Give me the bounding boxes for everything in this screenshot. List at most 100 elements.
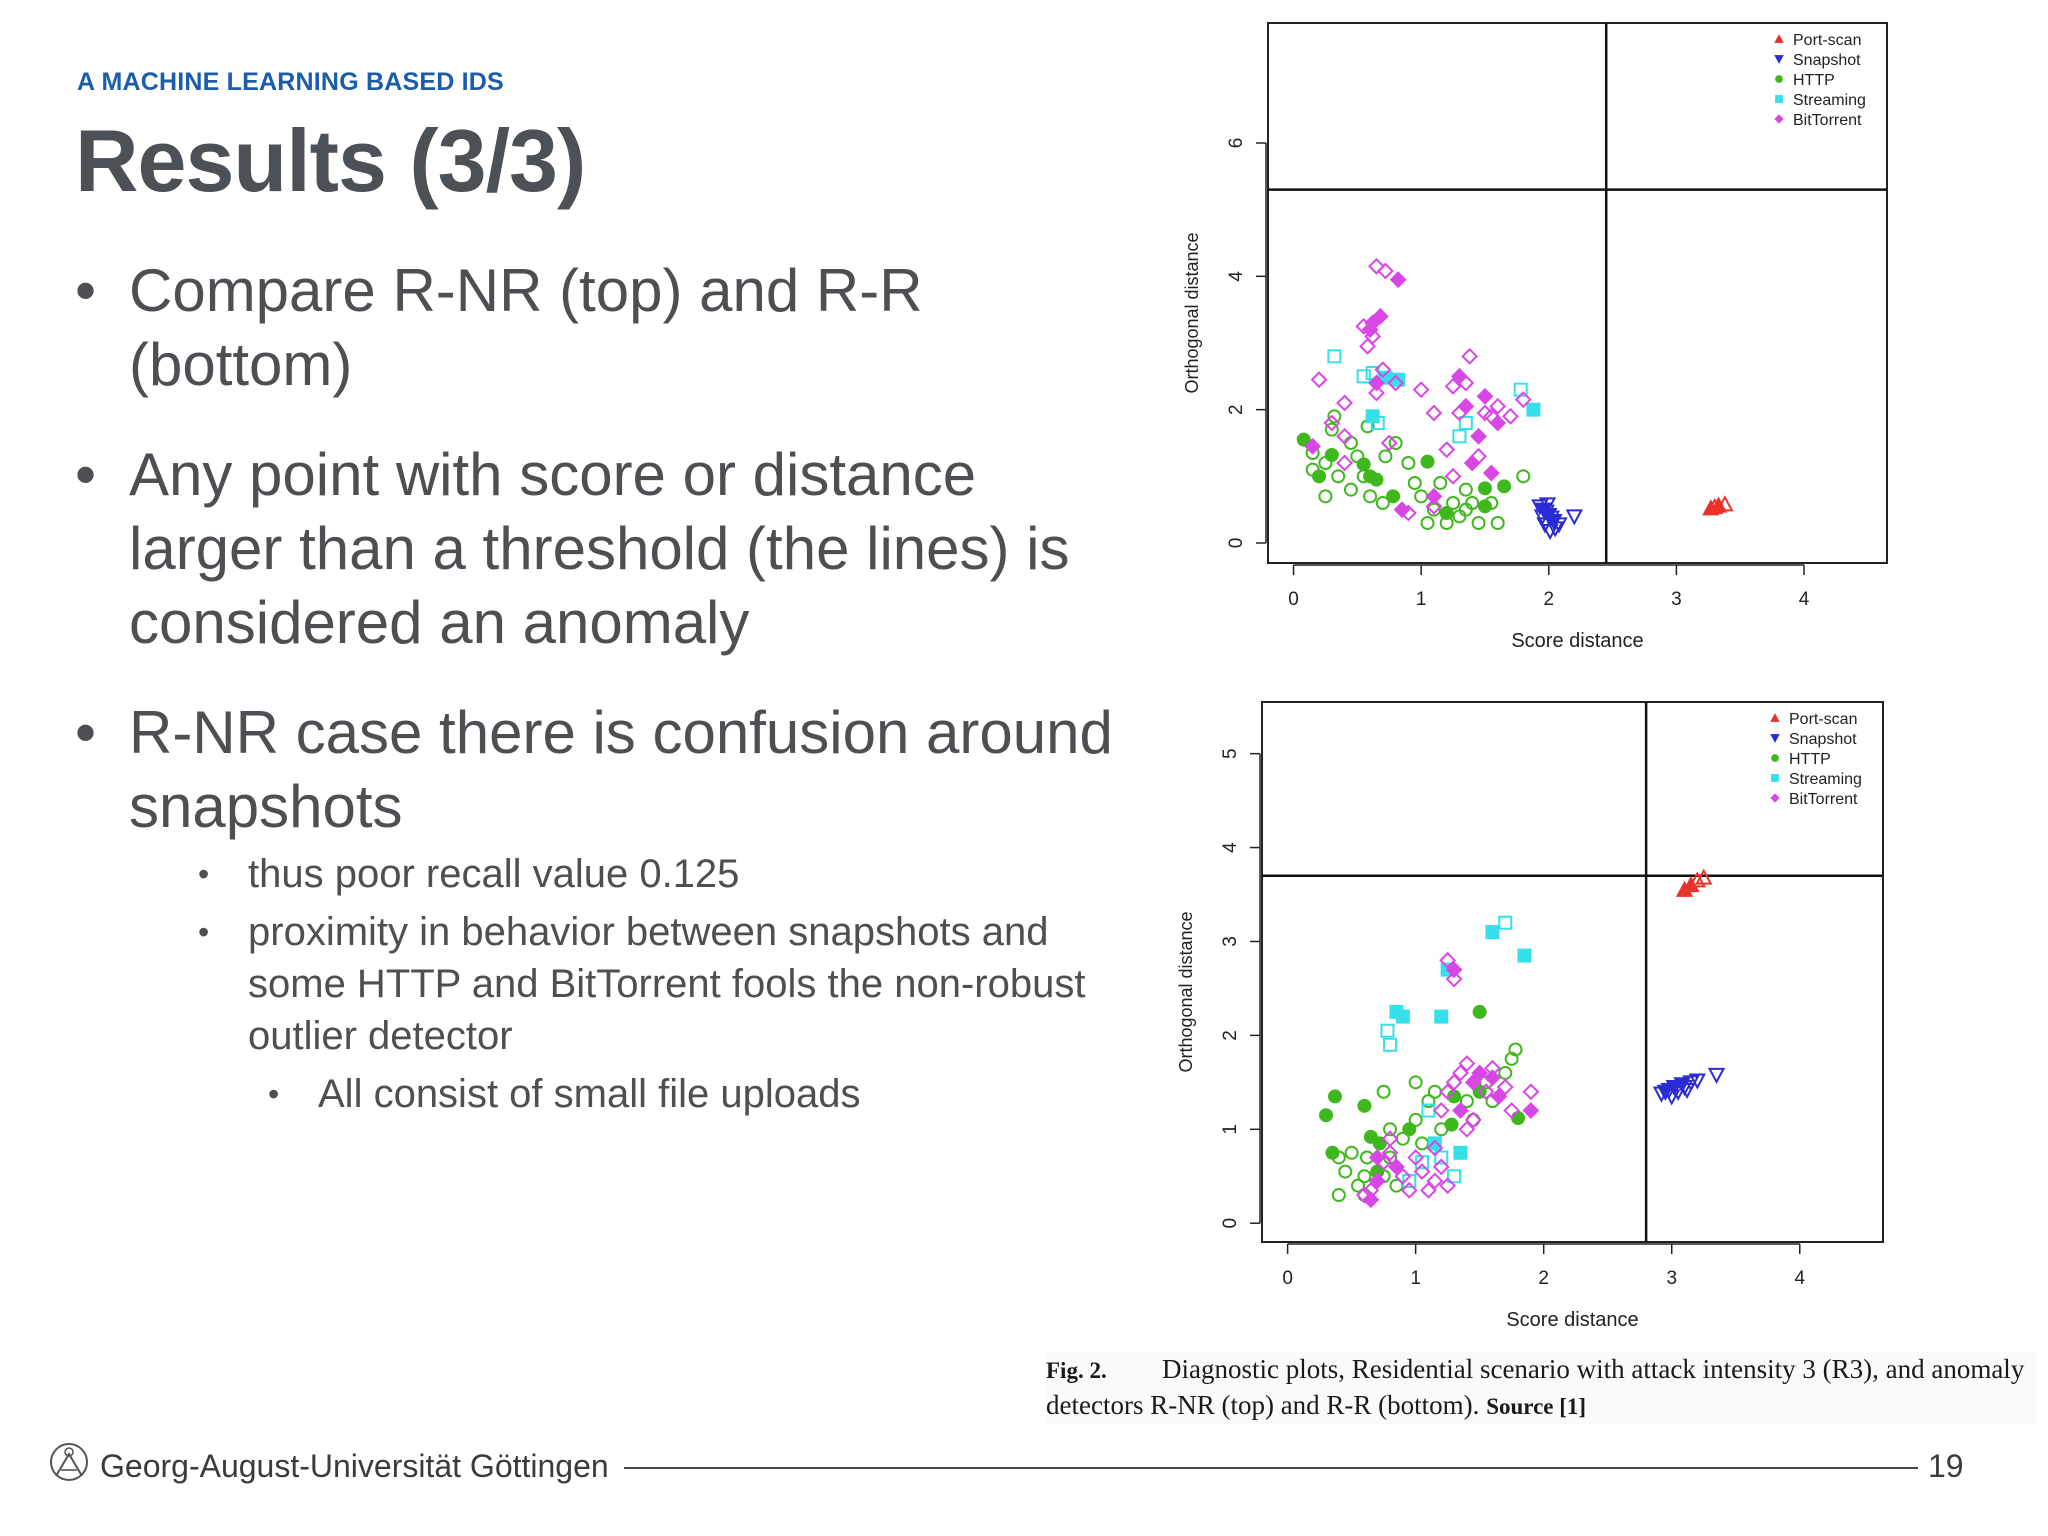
http-point	[1497, 479, 1512, 494]
bittorrent-point	[1514, 391, 1532, 409]
streaming-point	[1452, 429, 1467, 444]
http-point	[1516, 469, 1531, 484]
bittorrent-point	[1470, 427, 1488, 445]
snapshot-point	[1545, 514, 1563, 531]
http-point	[1324, 448, 1339, 462]
y-tick-label: 3	[1220, 936, 1241, 947]
bittorrent-point	[1361, 321, 1379, 339]
caption-text: Diagnostic plots, Residential scenario w…	[1046, 1354, 2025, 1420]
streaming-point	[1517, 948, 1532, 963]
http-point	[1378, 449, 1393, 464]
streaming-point	[1395, 1009, 1410, 1024]
bittorrent-point	[1400, 1181, 1418, 1199]
y-tick-label: 4	[1226, 271, 1247, 282]
bittorrent-point	[1464, 1073, 1482, 1091]
streaming-point	[1453, 1145, 1468, 1160]
caption-fig-label: Fig. 2.	[1046, 1358, 1107, 1383]
legend-label-streaming: Streaming	[1789, 771, 1862, 788]
subbullet-proximity: proximity in behavior between snapshots …	[198, 906, 1135, 1062]
http-point	[1331, 1188, 1346, 1203]
x-axis-label: Score distance	[1506, 1309, 1638, 1331]
http-point	[1357, 1098, 1372, 1113]
http-point	[1344, 1145, 1359, 1160]
streaming-point	[1434, 1150, 1449, 1165]
http-point	[1325, 1145, 1340, 1160]
http-point	[1331, 469, 1346, 484]
http-point	[1327, 409, 1342, 424]
bittorrent-point	[1304, 437, 1322, 455]
http-point	[1324, 422, 1339, 437]
streaming-point	[1526, 402, 1541, 417]
bittorrent-point	[1490, 1088, 1508, 1105]
bittorrent-point	[1371, 307, 1389, 325]
bittorrent-point	[1489, 397, 1507, 415]
bittorrent-point	[1389, 271, 1407, 289]
y-axis-label: Orthogonal distance	[1182, 232, 1202, 393]
bittorrent-point	[1359, 337, 1376, 355]
legend-label-streaming: Streaming	[1793, 92, 1866, 109]
bittorrent-point	[1452, 1102, 1469, 1119]
port-scan-point	[1695, 868, 1713, 885]
legend-label-snapshot: Snapshot	[1789, 731, 1857, 748]
http-point	[1459, 1094, 1474, 1109]
bittorrent-point	[1484, 1069, 1501, 1087]
x-tick-label: 2	[1538, 1268, 1549, 1289]
bittorrent-point	[1482, 464, 1500, 482]
y-tick-label: 5	[1220, 748, 1241, 759]
http-point	[1420, 454, 1435, 469]
bittorrent-point	[1425, 404, 1443, 422]
bittorrent-point	[1522, 1102, 1540, 1119]
snapshot-point	[1541, 524, 1559, 541]
streaming-point	[1485, 925, 1500, 940]
slide-title: Results (3/3)	[75, 111, 586, 210]
legend-marker-port-scan	[1774, 34, 1784, 43]
http-point	[1465, 496, 1480, 510]
streaming-point	[1458, 416, 1473, 430]
http-point	[1444, 1117, 1459, 1132]
bittorrent-point	[1388, 1158, 1405, 1176]
legend-label-http: HTTP	[1793, 72, 1835, 89]
http-point	[1408, 1112, 1423, 1127]
streaming-point	[1383, 1037, 1398, 1052]
bittorrent-point	[1502, 407, 1519, 425]
bittorrent-point	[1432, 1102, 1450, 1119]
http-point	[1296, 432, 1311, 447]
http-point	[1508, 1042, 1523, 1057]
streaming-point	[1327, 349, 1342, 364]
x-tick-label: 2	[1543, 589, 1554, 610]
bittorrent-point	[1368, 257, 1385, 275]
bittorrent-point	[1451, 367, 1468, 385]
bittorrent-point	[1458, 1055, 1476, 1072]
bittorrent-point	[1489, 414, 1507, 432]
bittorrent-point	[1374, 361, 1392, 379]
legend-label-port-scan: Port-scan	[1789, 711, 1857, 728]
http-point	[1401, 456, 1416, 470]
http-point	[1312, 469, 1327, 484]
legend-marker-snapshot	[1770, 734, 1780, 743]
y-tick-label: 1	[1220, 1124, 1241, 1135]
top-diagnostic-plot: 0 1 2 3 4 0 2 4 6 Score distance Orthogonal distan…	[1182, 22, 1888, 652]
bittorrent-point	[1407, 1149, 1425, 1166]
http-point	[1490, 516, 1505, 530]
legend-label-snapshot: Snapshot	[1793, 52, 1861, 69]
http-point	[1511, 1111, 1526, 1126]
legend-label-port-scan: Port-scan	[1793, 32, 1861, 49]
http-point	[1472, 1004, 1487, 1019]
streaming-point	[1365, 409, 1380, 424]
legend-marker-bittorrent	[1774, 114, 1784, 124]
http-point	[1338, 1164, 1353, 1179]
bittorrent-point	[1445, 1073, 1463, 1091]
http-point	[1357, 1169, 1372, 1184]
port-scan-point	[1682, 876, 1700, 893]
http-point	[1388, 436, 1403, 450]
footer-university: Georg-August-Universität Göttingen	[100, 1448, 609, 1484]
http-point	[1402, 1122, 1417, 1137]
bittorrent-point	[1444, 467, 1462, 485]
bittorrent-point	[1439, 951, 1457, 969]
bittorrent-point	[1496, 1078, 1514, 1096]
footer-divider	[624, 1467, 1918, 1469]
x-tick-label: 4	[1799, 589, 1810, 610]
x-tick-label: 4	[1794, 1268, 1805, 1289]
bittorrent-point	[1380, 434, 1398, 452]
bittorrent-point	[1503, 1102, 1521, 1119]
